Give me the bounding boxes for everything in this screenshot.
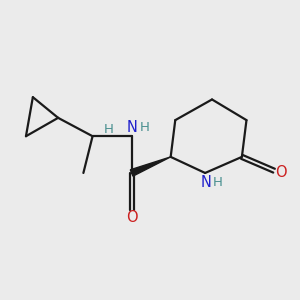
Text: H: H [213, 176, 223, 189]
Text: H: H [140, 121, 149, 134]
Text: N: N [201, 175, 212, 190]
Text: O: O [126, 211, 137, 226]
Text: H: H [104, 123, 114, 136]
Text: N: N [127, 119, 138, 134]
Text: O: O [276, 166, 287, 181]
Polygon shape [130, 157, 171, 176]
